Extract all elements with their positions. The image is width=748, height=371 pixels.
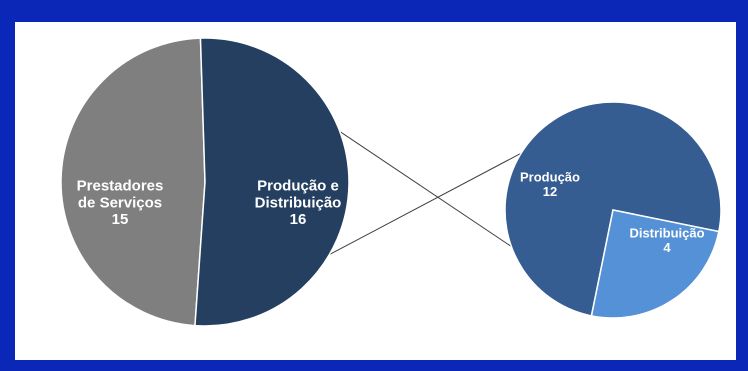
main-pie-label-0: Prestadores de Serviços 15 [77, 177, 164, 228]
data-labels: Prestadores de Serviços 15 Produção e Distri… [77, 169, 705, 255]
secondary-pie [504, 101, 722, 319]
main-pie-label-1: Produção e Distribuição 16 [255, 177, 342, 228]
secondary-pie-label-0: Produção 12 [520, 169, 580, 199]
main-pie-slice-0 [60, 37, 206, 327]
secondary-pie-slice-0 [504, 101, 722, 317]
chart-panel: Prestadores de Serviços 15 Produção e Distri… [15, 22, 736, 360]
secondary-pie-label-1: Distribuição 4 [629, 225, 704, 255]
pie-of-pie-chart: Prestadores de Serviços 15 Produção e Distri… [60, 37, 722, 327]
main-pie [60, 37, 350, 327]
secondary-pie-slice-1 [590, 209, 720, 319]
main-pie-slice-1 [194, 37, 350, 327]
